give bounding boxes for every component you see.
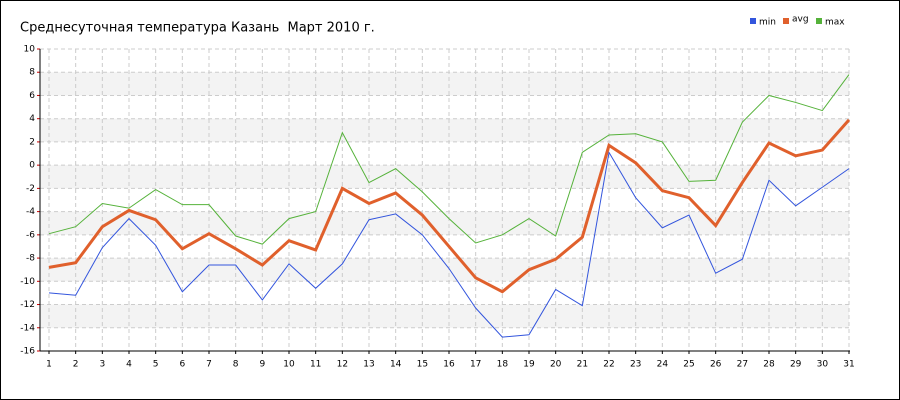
x-tick-label: 30 <box>817 360 829 370</box>
x-tick-label: 13 <box>363 360 374 370</box>
grid-band <box>40 72 849 96</box>
y-tick-label: -12 <box>20 300 35 310</box>
legend-swatch <box>750 18 756 24</box>
legend-swatch <box>783 18 789 24</box>
legend-label: avg <box>792 15 809 25</box>
chart-title: Среднесуточная температура Казань Март 2… <box>20 21 375 36</box>
x-tick-label: 14 <box>390 360 402 370</box>
y-tick-label: -10 <box>20 277 35 287</box>
x-tick-label: 1 <box>46 360 52 370</box>
y-tick-label: 10 <box>24 45 36 55</box>
x-tick-label: 11 <box>310 360 321 370</box>
y-tick-label: 2 <box>29 137 35 147</box>
y-tick-label: 8 <box>29 68 35 78</box>
y-tick-label: -14 <box>20 323 35 333</box>
x-tick-label: 19 <box>523 360 535 370</box>
grid-band <box>40 211 849 235</box>
grid-band <box>40 165 849 189</box>
x-tick-label: 27 <box>737 360 748 370</box>
legend-label: max <box>825 18 845 28</box>
x-tick-label: 31 <box>843 360 854 370</box>
x-tick-label: 5 <box>153 360 159 370</box>
y-tick-label: 4 <box>29 114 35 124</box>
series-line <box>48 118 851 294</box>
x-tick-label: 21 <box>577 360 588 370</box>
x-tick-label: 8 <box>233 360 239 370</box>
x-tick-label: 16 <box>443 360 455 370</box>
grid-band <box>40 118 849 142</box>
y-tick-label: -8 <box>26 254 35 264</box>
x-tick-label: 18 <box>497 360 509 370</box>
grid-band <box>40 304 849 328</box>
x-tick-label: 6 <box>179 360 185 370</box>
x-tick-label: 28 <box>763 360 775 370</box>
x-tick-label: 2 <box>73 360 79 370</box>
series-line <box>48 74 850 245</box>
y-tick-label: -6 <box>26 230 35 240</box>
x-tick-label: 26 <box>710 360 722 370</box>
y-tick-label: -2 <box>26 184 35 194</box>
y-tick-label: 6 <box>29 91 35 101</box>
series-line <box>48 150 850 338</box>
x-tick-label: 12 <box>337 360 348 370</box>
x-tick-label: 22 <box>603 360 614 370</box>
x-tick-label: 23 <box>630 360 641 370</box>
y-tick-label: -16 <box>20 347 35 357</box>
legend-label: min <box>759 18 776 28</box>
x-tick-label: 15 <box>417 360 428 370</box>
x-tick-label: 4 <box>126 360 132 370</box>
x-tick-label: 7 <box>206 360 212 370</box>
x-tick-label: 25 <box>683 360 694 370</box>
y-tick-label: -4 <box>26 207 35 217</box>
x-tick-label: 10 <box>283 360 295 370</box>
x-tick-label: 20 <box>550 360 562 370</box>
x-tick-label: 17 <box>470 360 481 370</box>
legend-swatch <box>816 18 822 24</box>
x-tick-label: 29 <box>790 360 802 370</box>
x-tick-label: 9 <box>259 360 265 370</box>
y-tick-label: 0 <box>29 161 35 171</box>
x-tick-label: 3 <box>99 360 105 370</box>
grid-band <box>40 258 849 282</box>
x-tick-label: 24 <box>657 360 669 370</box>
